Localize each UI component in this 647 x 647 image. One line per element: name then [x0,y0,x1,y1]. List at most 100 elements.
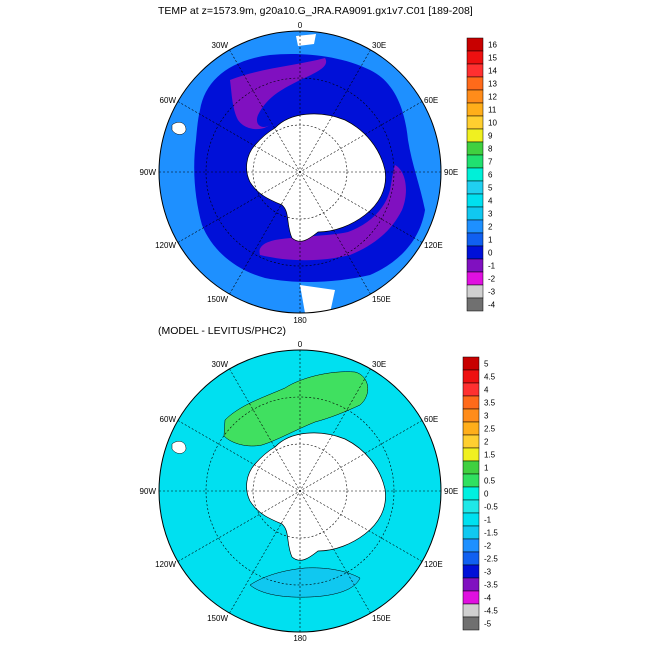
top-nz-edge [300,285,335,313]
top-colorbar-swatch [466,37,484,52]
bottom-lon-label-30e: 30E [372,360,386,369]
top-colorbar-label: 1 [488,236,493,245]
top-colorbar-swatch [466,154,484,169]
bottom-lon-label-30w: 30W [212,360,229,369]
bottom-colorbar: 5 4.5 4 3.5 3 2.5 2 1.5 1 0.5 0 -0.5 -1 -1.5 -2 -2.5 -3 -… [462,356,498,631]
top-colorbar-label: 0 [488,249,493,258]
bottom-band-neg-south [249,567,361,598]
bottom-lon-label-0: 0 [298,340,303,349]
bottom-colorbar-label: -2 [484,542,492,551]
top-colorbar-label: 2 [488,223,493,232]
top-polar-map: 0 30E 60E 90E 120E 150E 180 150W 120W 90… [140,21,459,325]
bottom-colorbar-label: -0.5 [484,503,498,512]
top-colorbar-label: -2 [488,275,496,284]
top-africa-tip [296,34,316,46]
top-colorbar-swatch [466,89,484,104]
top-colorbar-swatch [466,245,484,260]
bottom-colorbar-label: 1 [484,464,489,473]
bottom-colorbar-swatch [462,577,480,592]
bottom-colorbar-label: 3 [484,412,489,421]
top-lon-label-90e: 90E [444,168,458,177]
top-colorbar-swatch [466,180,484,195]
top-colorbar-label: 6 [488,171,493,180]
top-colorbar-swatch [466,206,484,221]
bottom-colorbar-swatch [462,499,480,514]
bottom-map-title: (MODEL - LEVITUS/PHC2) [158,325,286,337]
top-colorbar-label: 13 [488,80,497,89]
top-colorbar-swatch [466,128,484,143]
top-lon-label-120e: 120E [424,241,443,250]
top-colorbar-label: -1 [488,262,496,271]
top-colorbar-swatch [466,141,484,156]
bottom-lon-label-150e: 150E [372,614,391,623]
bottom-colorbar-swatch [462,408,480,423]
top-colorbar-swatch [466,297,484,312]
bottom-colorbar-label: 0 [484,490,489,499]
top-lon-label-120w: 120W [155,241,176,250]
top-colorbar-swatch [466,76,484,91]
bottom-colorbar-swatch [462,551,480,566]
top-colorbar-swatch [466,258,484,273]
bottom-colorbar-swatch [462,447,480,462]
bottom-colorbar-label: 2 [484,438,489,447]
top-band-neg1-0 [230,58,327,130]
top-lon-label-30w: 30W [212,41,229,50]
bottom-colorbar-swatch [462,590,480,605]
top-colorbar-swatch [466,284,484,299]
top-colorbar-swatch [466,63,484,78]
top-lon-label-0: 0 [298,21,303,30]
bottom-lon-label-60w: 60W [160,415,177,424]
bottom-lon-label-180: 180 [293,634,307,643]
bottom-colorbar-swatch [462,486,480,501]
bottom-lon-label-120e: 120E [424,560,443,569]
top-colorbar-swatch [466,50,484,65]
top-south-america-tip [171,122,187,135]
bottom-colorbar-swatch [462,473,480,488]
bottom-colorbar-swatch [462,434,480,449]
bottom-lon-label-90e: 90E [444,487,458,496]
bottom-lon-label-90w: 90W [140,487,157,496]
top-colorbar-label: 9 [488,132,493,141]
top-colorbar-swatch [466,115,484,130]
bottom-colorbar-swatch [462,395,480,410]
bottom-colorbar-label: -5 [484,620,492,629]
bottom-polar-map: 0 30E 60E 90E 120E 150E 180 150W 120W 90… [140,340,459,643]
bottom-colorbar-swatch [462,538,480,553]
bottom-lon-label-150w: 150W [207,614,228,623]
bottom-colorbar-label: 4.5 [484,373,496,382]
top-colorbar-swatch [466,167,484,182]
top-lon-label-180: 180 [293,316,307,325]
top-colorbar-label: -4 [488,301,496,310]
top-colorbar-label: 10 [488,119,497,128]
top-colorbar-label: 8 [488,145,493,154]
bottom-colorbar-label: -1.5 [484,529,498,538]
bottom-colorbar-swatch [462,460,480,475]
bottom-colorbar-label: -2.5 [484,555,498,564]
top-colorbar-label: 15 [488,54,497,63]
top-lon-label-150w: 150W [207,295,228,304]
bottom-colorbar-swatch [462,616,480,631]
bottom-colorbar-label: 1.5 [484,451,496,460]
bottom-colorbar-label: -3.5 [484,581,498,590]
top-band-neg1-0-east [259,165,406,261]
bottom-lon-label-60e: 60E [424,415,438,424]
top-colorbar-label: 7 [488,158,493,167]
bottom-colorbar-swatch [462,369,480,384]
top-colorbar-label: 14 [488,67,497,76]
bottom-colorbar-label: -3 [484,568,492,577]
bottom-colorbar-label: 4 [484,386,489,395]
top-colorbar-swatch [466,219,484,234]
top-colorbar-label: 16 [488,41,497,50]
bottom-colorbar-swatch [462,356,480,371]
top-colorbar-swatch [466,271,484,286]
top-colorbar-label: 3 [488,210,493,219]
top-lon-label-60w: 60W [160,96,177,105]
bottom-colorbar-label: 0.5 [484,477,496,486]
top-colorbar-label: 4 [488,197,493,206]
top-lon-label-60e: 60E [424,96,438,105]
bottom-colorbar-swatch [462,603,480,618]
bottom-colorbar-swatch [462,564,480,579]
bottom-colorbar-label: -4 [484,594,492,603]
